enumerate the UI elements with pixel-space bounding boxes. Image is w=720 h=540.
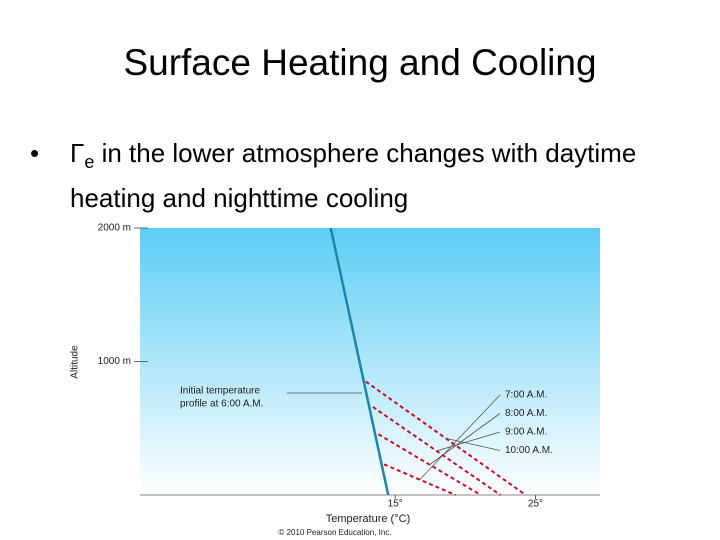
y-tick-label: 2000 m [98,223,131,234]
series-label: 8:00 A.M. [505,408,547,419]
credit: © 2010 Pearson Education, Inc. [278,528,391,537]
x-tick-label: 15° [388,499,403,510]
plot-background [140,228,600,495]
series-label: 10:00 A.M. [505,445,553,456]
annotation: Initial temperature [180,386,260,397]
gamma-symbol: Γ [70,138,85,168]
annotation: profile at 6:00 A.M. [180,399,263,410]
x-tick-label: 25° [528,499,543,510]
profile-line [329,227,390,496]
x-axis-label: Temperature (°C) [326,513,410,525]
series-label: 9:00 A.M. [505,427,547,438]
profile-line [365,380,527,496]
gamma-subscript: e [84,152,95,172]
bullet-dot: • [30,138,40,168]
label-leader [419,394,501,480]
y-tick-label: 1000 m [98,356,131,367]
bullet-text: Γe in the lower atmosphere changes with … [70,135,690,216]
label-leader [429,413,501,465]
bullet-body: in the lower atmosphere changes with day… [70,138,637,213]
series-label: 7:00 A.M. [505,390,547,401]
label-leader [436,431,501,452]
y-axis-label: Altitude [70,345,81,379]
label-leader [445,437,501,451]
slide-title: Surface Heating and Cooling [123,42,597,83]
profile-line [383,463,456,496]
